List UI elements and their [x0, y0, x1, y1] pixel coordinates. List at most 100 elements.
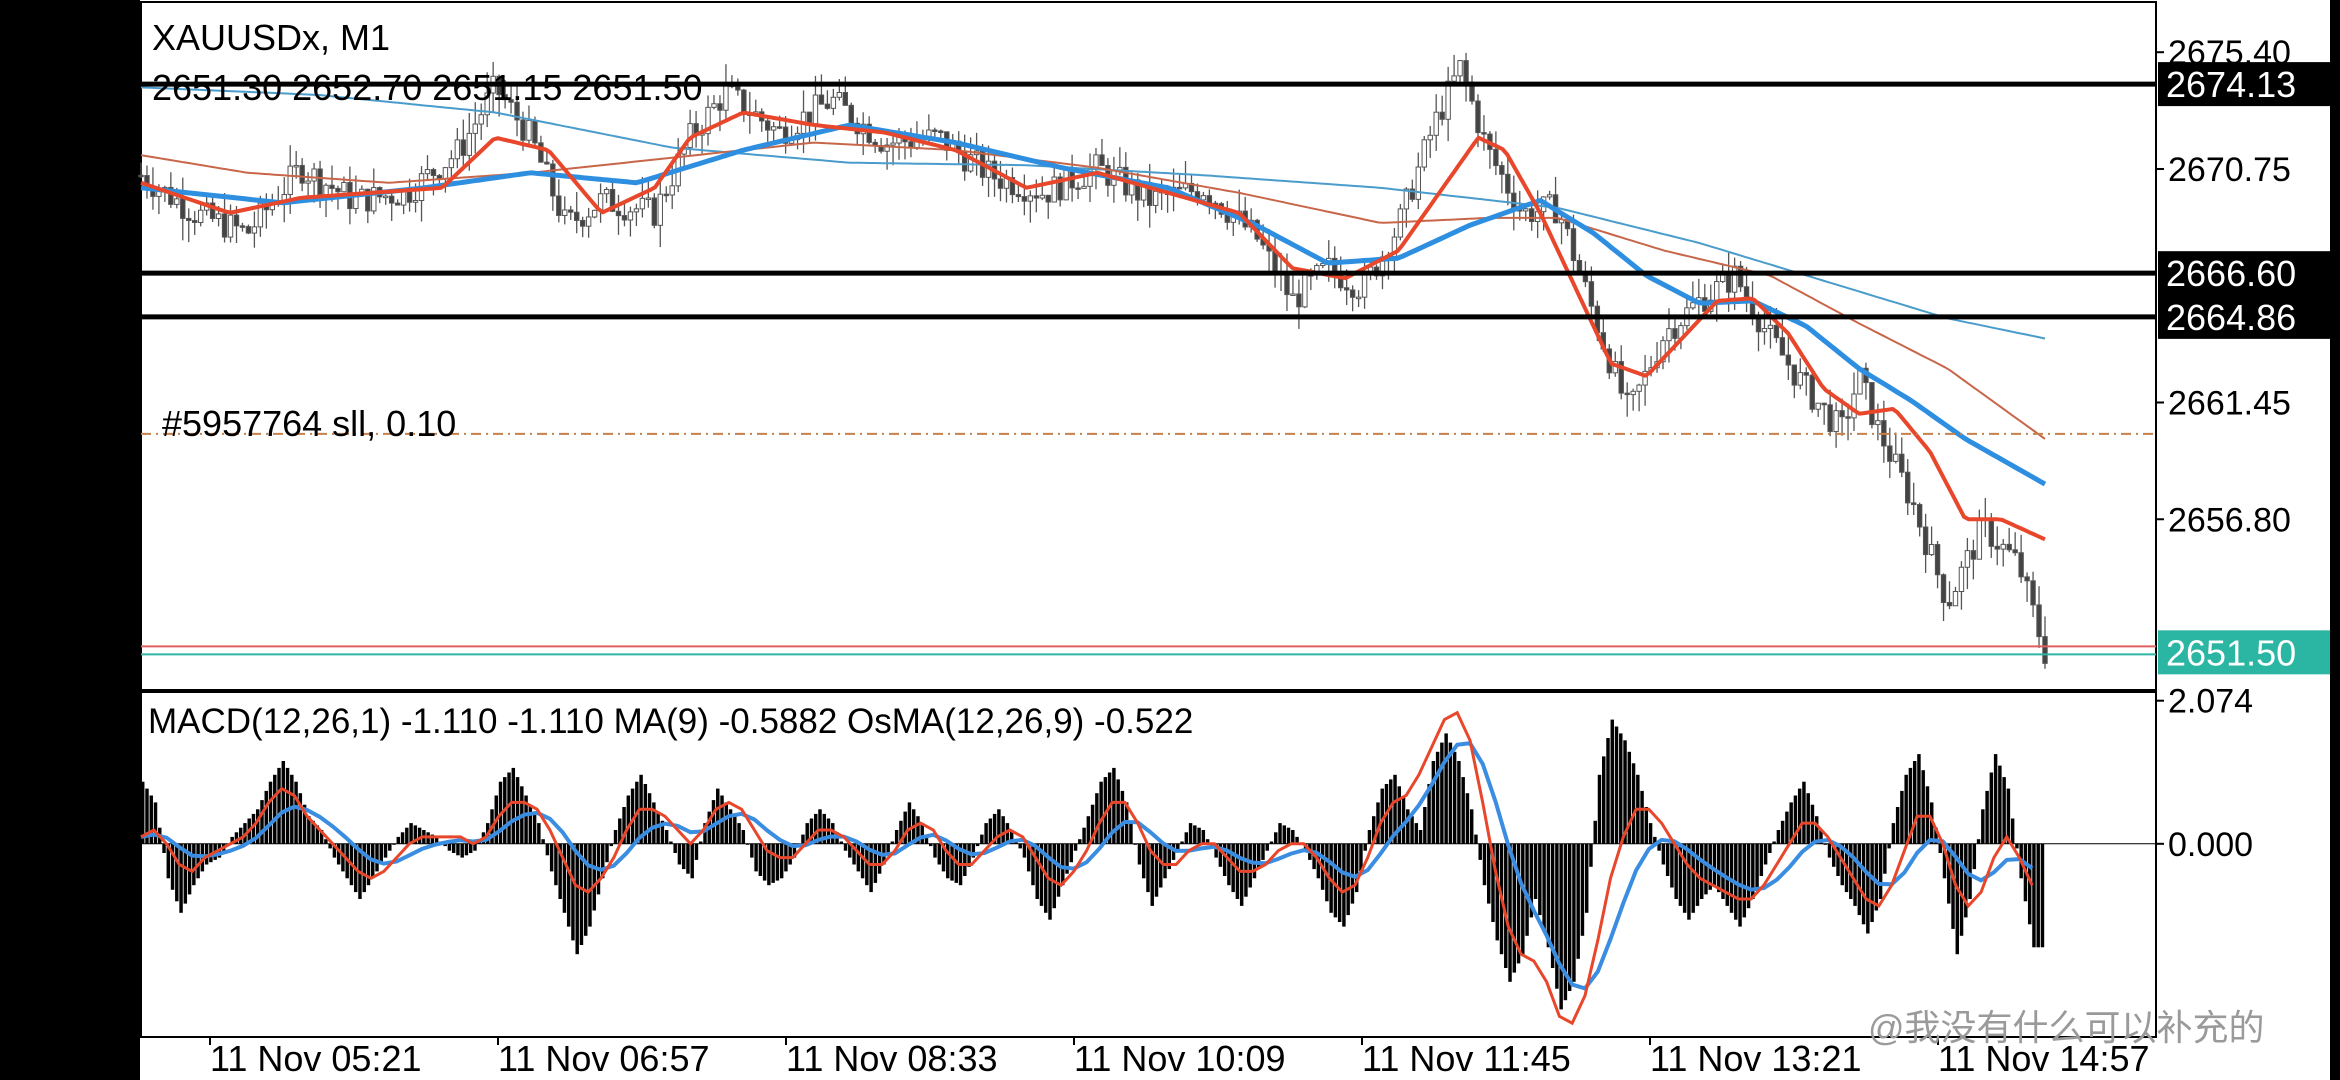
osma-bar — [1287, 828, 1290, 844]
candle-body — [187, 218, 191, 220]
candle-body — [1100, 155, 1104, 166]
watermark: @我没有什么可以补充的 — [1868, 1007, 2265, 1048]
candle-body — [1434, 112, 1438, 135]
candle-body — [1452, 76, 1456, 81]
osma-bar — [1806, 793, 1809, 844]
candle-body — [1589, 282, 1593, 306]
osma-bar — [384, 844, 387, 858]
candle-body — [384, 196, 388, 198]
candle-body — [604, 189, 608, 193]
osma-bar — [1589, 844, 1592, 867]
osma-bar — [541, 839, 544, 844]
candle-body — [1834, 411, 1838, 432]
candle-body — [1291, 294, 1295, 296]
osma-bar — [546, 844, 549, 856]
osma-bar — [1116, 779, 1119, 843]
osma-bar — [712, 800, 715, 844]
osma-bar — [1440, 743, 1443, 844]
osma-bar — [1581, 844, 1584, 936]
osma-bar — [1444, 733, 1447, 843]
osma-bar — [1474, 835, 1477, 844]
osma-bar — [1662, 844, 1665, 865]
candle-body — [1577, 261, 1581, 273]
osma-bar — [1078, 839, 1081, 844]
candle-body — [1482, 133, 1486, 135]
candle-body — [1965, 551, 1969, 568]
osma-bar — [537, 823, 540, 844]
candle-body — [1016, 195, 1020, 197]
candle-body — [1571, 229, 1575, 261]
candle-body — [1422, 140, 1426, 167]
osma-bar — [1559, 844, 1562, 1010]
osma-bar — [733, 816, 736, 844]
candle-body — [1977, 520, 1981, 559]
osma-bar — [1645, 807, 1648, 844]
candle-body — [1935, 545, 1939, 575]
osma-bar — [192, 844, 195, 885]
osma-bar — [269, 782, 272, 844]
candle-body — [575, 212, 579, 220]
osma-bar — [1266, 844, 1269, 851]
candle-body — [724, 85, 728, 110]
osma-bar — [1121, 791, 1124, 844]
macd-tick-label: 2.074 — [2168, 683, 2253, 721]
osma-bar — [1568, 844, 1571, 991]
candle-body — [1780, 338, 1784, 355]
osma-bar — [984, 823, 987, 844]
candle-body — [849, 105, 853, 123]
price-tick-label: 2656.80 — [2168, 501, 2291, 539]
osma-bar — [1904, 775, 1907, 844]
osma-bar — [1990, 773, 1993, 844]
symbol-label: XAUUSDx, M1 — [152, 17, 390, 58]
order-label: #5957764 sll, 0.10 — [162, 403, 456, 444]
level-price-label: 2666.60 — [2166, 253, 2296, 294]
osma-bar — [1338, 844, 1341, 922]
candle-body — [1923, 527, 1927, 555]
osma-bar — [750, 844, 753, 858]
candle-body — [336, 188, 340, 191]
candle-body — [1995, 546, 1999, 549]
candle-body — [1285, 273, 1289, 294]
candle-body — [1494, 149, 1498, 165]
osma-bar — [1274, 832, 1277, 844]
osma-bar — [1883, 844, 1886, 874]
osma-bar — [550, 844, 553, 872]
osma-bar — [1363, 844, 1366, 851]
price-tick-label: 2661.45 — [2168, 384, 2291, 422]
osma-bar — [1496, 844, 1499, 941]
osma-bar — [196, 844, 199, 879]
osma-bar — [1432, 761, 1435, 844]
candle-body — [1524, 209, 1528, 211]
candle-body — [1840, 411, 1844, 417]
candle-body — [628, 212, 632, 220]
candle-body — [175, 199, 179, 205]
osma-bar — [1555, 844, 1558, 989]
current-price-label: 2651.50 — [2166, 632, 2296, 673]
candle-body — [1177, 187, 1181, 189]
osma-bar — [1001, 816, 1004, 844]
osma-bar — [1453, 752, 1456, 844]
candle-body — [616, 211, 620, 215]
candle-body — [216, 214, 220, 219]
osma-bar — [725, 802, 728, 843]
osma-bar — [1398, 786, 1401, 844]
candle-body — [1464, 61, 1468, 83]
candle-body — [1350, 290, 1354, 297]
osma-bar — [1487, 844, 1490, 904]
osma-bar — [1074, 844, 1077, 851]
osma-bar — [179, 844, 182, 913]
candle-body — [1082, 186, 1086, 188]
osma-bar — [754, 844, 757, 872]
candle-body — [1476, 101, 1480, 133]
osma-bar — [1760, 844, 1763, 876]
osma-bar — [678, 844, 681, 865]
osma-bar — [1291, 830, 1294, 844]
osma-bar — [831, 823, 834, 844]
candle-body — [1792, 365, 1796, 385]
candle-body — [586, 217, 590, 226]
osma-bar — [1538, 844, 1541, 915]
osma-bar — [1985, 791, 1988, 844]
osma-bar — [1862, 844, 1865, 925]
candle-body — [521, 120, 525, 140]
